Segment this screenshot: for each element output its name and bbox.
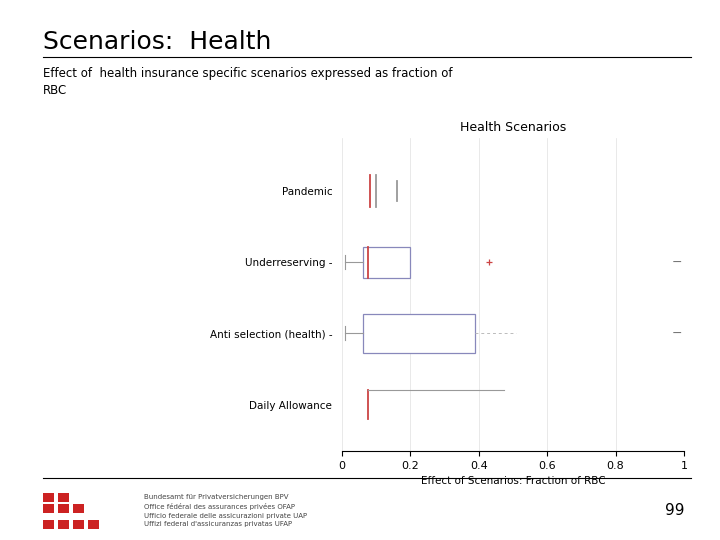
Text: Effect of  health insurance specific scenarios expressed as fraction of
RBC: Effect of health insurance specific scen… (43, 68, 453, 98)
Text: Bundesamt für Privatversicherungen BPV
Office fédéral des assurances privées OFA: Bundesamt für Privatversicherungen BPV O… (144, 494, 307, 527)
Title: Health Scenarios: Health Scenarios (460, 121, 566, 134)
Text: −: − (672, 256, 683, 269)
Bar (88, 520, 99, 529)
Bar (43, 520, 54, 529)
Bar (362, 247, 410, 278)
Bar (362, 314, 475, 353)
X-axis label: Effect of Scenarios: Fraction of RBC: Effect of Scenarios: Fraction of RBC (420, 476, 606, 486)
Text: −: − (672, 327, 683, 340)
Text: Scenarios:  Health: Scenarios: Health (43, 30, 271, 53)
Bar (73, 504, 84, 513)
Bar (43, 493, 54, 502)
Bar (73, 520, 84, 529)
Text: 99: 99 (665, 503, 684, 518)
Bar (58, 504, 69, 513)
Bar (43, 504, 54, 513)
Bar (58, 493, 69, 502)
Bar (58, 520, 69, 529)
